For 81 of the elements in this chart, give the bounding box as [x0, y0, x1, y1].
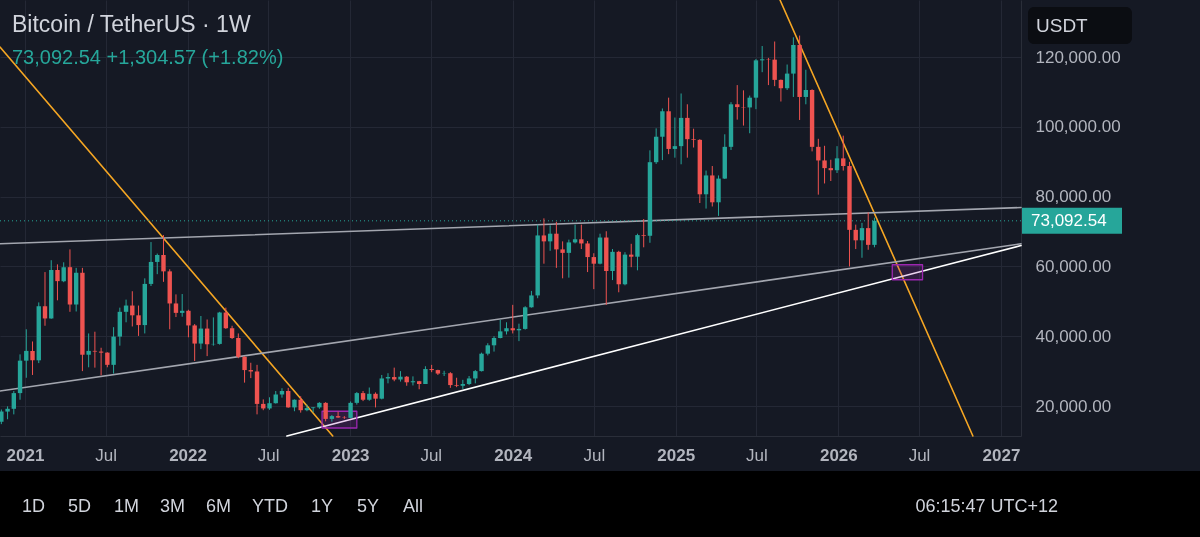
candlestick — [816, 138, 821, 196]
x-tick-label: 2025 — [657, 445, 696, 465]
candlestick — [198, 315, 204, 350]
y-tick-label: 20,000.00 — [1035, 396, 1112, 416]
candlestick — [579, 224, 584, 250]
x-tick-label: 2026 — [819, 445, 858, 465]
candlestick — [329, 414, 335, 423]
candlestick — [136, 305, 141, 337]
candlestick — [560, 240, 565, 279]
candlestick — [541, 217, 547, 265]
x-tick-label: 2027 — [982, 445, 1021, 465]
candlestick — [822, 145, 827, 184]
candlestick — [130, 290, 135, 327]
candlestick — [24, 328, 29, 379]
candlestick — [55, 263, 60, 301]
candlestick — [641, 218, 646, 248]
text: 5D — [68, 496, 92, 516]
x-tick-label: Jul — [257, 445, 280, 465]
candlestick — [242, 355, 247, 384]
candlestick — [685, 103, 690, 159]
candlestick — [635, 233, 640, 271]
x-tick-label: Jul — [908, 445, 931, 465]
x-tick-label: 2024 — [494, 445, 533, 465]
candlestick — [610, 248, 615, 281]
y-tick-label: 100,000.00 — [1035, 117, 1121, 137]
text: 6M — [206, 496, 232, 516]
x-tick-label: 2023 — [331, 445, 370, 465]
candlestick — [841, 135, 846, 172]
candlestick — [173, 293, 179, 318]
x-tick-label: 2021 — [6, 445, 45, 465]
candlestick — [323, 401, 328, 422]
candlestick — [86, 332, 91, 368]
text: YTD — [252, 496, 288, 516]
candlestick — [148, 241, 154, 287]
candlestick — [591, 252, 596, 290]
candlestick — [772, 41, 777, 87]
candlestick — [186, 309, 191, 338]
x-tick-label: 2022 — [169, 445, 207, 465]
x-tick-label: Jul — [746, 445, 768, 465]
candlestick — [834, 145, 840, 174]
candlestick — [703, 170, 709, 210]
x-tick-label: Jul — [95, 445, 117, 465]
text: 1M — [114, 496, 140, 516]
candlestick — [766, 57, 771, 86]
candlestick — [566, 239, 572, 279]
text: 5Y — [357, 496, 380, 516]
text: 3M — [160, 496, 186, 516]
candlestick — [554, 221, 559, 269]
candlestick — [11, 390, 17, 415]
text: Bitcoin / TetherUS · 1W — [12, 11, 251, 37]
text: USDT — [1036, 15, 1089, 36]
candlestick — [803, 69, 809, 105]
candlestick — [672, 117, 678, 159]
candlestick — [155, 253, 160, 275]
candlestick — [61, 261, 66, 283]
y-tick-label: 120,000.00 — [1035, 47, 1121, 67]
text: 1Y — [311, 496, 334, 516]
text: 06:15:47 UTC+12 — [915, 496, 1058, 516]
candlestick — [192, 323, 197, 362]
candlestick — [691, 128, 696, 149]
candlestick — [735, 84, 740, 121]
x-tick-label: Jul — [420, 445, 443, 465]
text: All — [403, 496, 424, 516]
candlestick — [335, 411, 341, 419]
y-tick-label: 60,000.00 — [1035, 256, 1112, 276]
candlestick — [441, 370, 447, 377]
candlestick — [92, 331, 98, 369]
ref-line-label: 73,092.54 — [1031, 210, 1107, 230]
text: 1D — [22, 496, 46, 516]
candlestick — [161, 234, 166, 283]
candlestick — [716, 174, 721, 217]
candlestick — [585, 240, 590, 273]
text: 73,092.54 +1,304.57 (+1.82%) — [12, 46, 284, 68]
y-tick-label: 40,000.00 — [1035, 326, 1112, 346]
candlestick — [379, 374, 384, 400]
candlestick — [866, 211, 871, 251]
y-tick-label: 80,000.00 — [1035, 187, 1112, 207]
candlestick — [523, 305, 528, 331]
x-tick-label: Jul — [583, 445, 606, 465]
candlestick — [236, 332, 241, 359]
candlestick — [30, 340, 35, 376]
